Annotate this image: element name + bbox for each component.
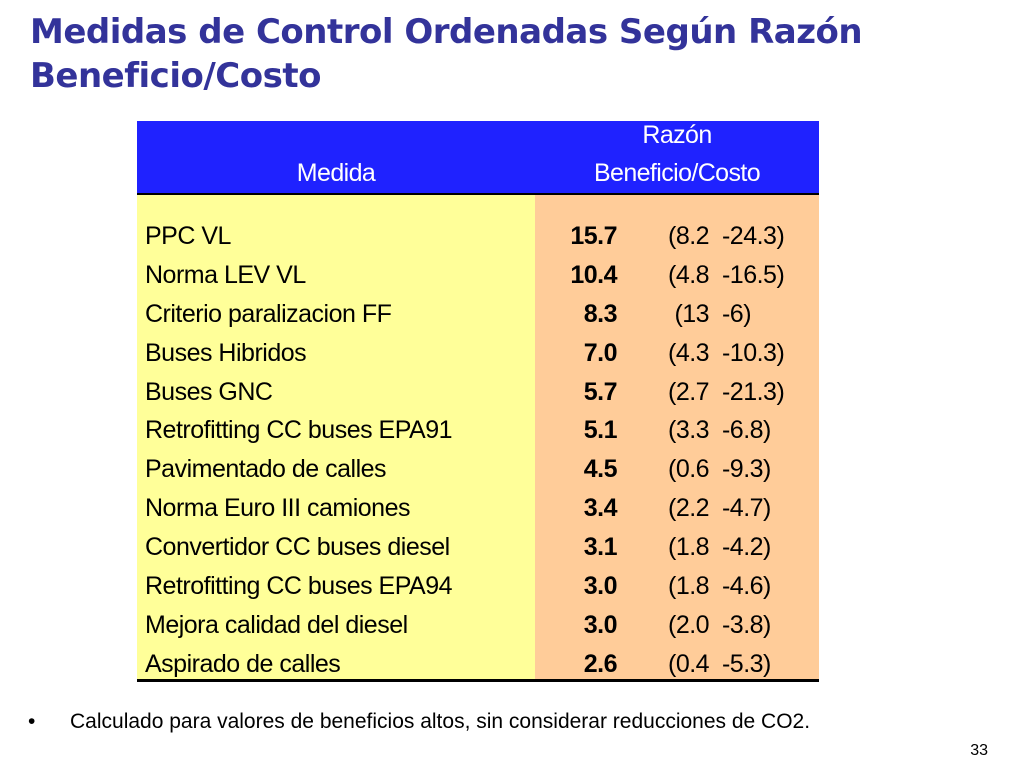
cell-medida: Norma LEV VL xyxy=(145,260,306,289)
table-rows: PPC VL 15.7 (8.2 -24.3) Norma LEV VL 10.… xyxy=(137,217,819,684)
cell-valor: 5.1 xyxy=(583,416,618,445)
cell-valor: 5.7 xyxy=(583,377,618,406)
cell-valor: 7.0 xyxy=(583,338,618,367)
table-row: PPC VL 15.7 (8.2 -24.3) xyxy=(137,217,819,256)
cell-medida: Retrofitting CC buses EPA94 xyxy=(145,572,453,601)
cell-intervalo: (0.6 -9.3) xyxy=(668,455,771,484)
cell-intervalo: (1.8 -4.2) xyxy=(668,533,771,562)
header-medida: Medida xyxy=(296,159,376,187)
cell-valor: 15.7 xyxy=(570,222,617,250)
cell-valor: 4.5 xyxy=(583,455,618,484)
table-row: Norma LEV VL 10.4 (4.8 -16.5) xyxy=(137,256,819,295)
cell-medida: Convertidor CC buses diesel xyxy=(145,533,450,562)
cell-intervalo: (13 -6) xyxy=(668,299,752,328)
cell-medida: Mejora calidad del diesel xyxy=(145,610,408,639)
cell-medida: Buses GNC xyxy=(145,377,273,406)
cell-intervalo: (2.2 -4.7) xyxy=(668,494,771,523)
cell-valor: 2.6 xyxy=(583,649,618,678)
slide-title-line-1: Medidas de Control Ordenadas Según Razón xyxy=(30,12,863,52)
cell-intervalo: (4.8 -16.5) xyxy=(668,260,785,289)
razon-column-bg xyxy=(535,195,819,679)
cell-valor: 8.3 xyxy=(583,299,618,328)
header-razon-line-2: Beneficio/Costo xyxy=(593,159,761,187)
table-row: Buses Hibridos 7.0 (4.3 -10.3) xyxy=(137,334,819,373)
cell-intervalo: (1.8 -4.6) xyxy=(668,572,771,601)
cell-medida: Buses Hibridos xyxy=(145,338,307,367)
cell-medida: Criterio paralizacion FF xyxy=(145,299,392,328)
table-row: Mejora calidad del diesel 3.0 (2.0 -3.8) xyxy=(137,606,819,645)
cell-intervalo: (2.0 -3.8) xyxy=(668,610,771,639)
footnote: • Calculado para valores de beneficios al… xyxy=(28,707,810,737)
table-row: Pavimentado de calles 4.5 (0.6 -9.3) xyxy=(137,450,819,489)
table-row: Retrofitting CC buses EPA94 3.0 (1.8 -4.… xyxy=(137,567,819,606)
table-row: Norma Euro III camiones 3.4 (2.2 -4.7) xyxy=(137,489,819,528)
bullet-icon: • xyxy=(28,710,36,733)
cell-intervalo: (3.3 -6.8) xyxy=(668,416,771,445)
cell-medida: Retrofitting CC buses EPA91 xyxy=(145,416,453,445)
cell-valor: 3.1 xyxy=(583,533,618,562)
cell-valor: 3.0 xyxy=(583,572,618,601)
table-row: Retrofitting CC buses EPA91 5.1 (3.3 -6.… xyxy=(137,411,819,450)
table-body: PPC VL 15.7 (8.2 -24.3) Norma LEV VL 10.… xyxy=(137,195,819,682)
cell-intervalo: (2.7 -21.3) xyxy=(668,377,785,406)
cell-medida: Norma Euro III camiones xyxy=(145,494,411,523)
medida-column-bg xyxy=(137,195,535,679)
cell-intervalo: (4.3 -10.3) xyxy=(668,338,785,367)
slide-title: Medidas de Control Ordenadas Según Razón… xyxy=(30,10,990,98)
cell-intervalo: (8.2 -24.3) xyxy=(668,222,785,250)
cell-medida: PPC VL xyxy=(145,222,231,250)
benefit-cost-table: Medida Razón Beneficio/Costo PPC VL 15.7… xyxy=(137,121,819,682)
header-razon-line-1: Razón xyxy=(642,121,712,149)
cell-medida: Pavimentado de calles xyxy=(145,455,387,484)
table-header: Medida Razón Beneficio/Costo xyxy=(137,121,819,195)
cell-intervalo: (0.4 -5.3) xyxy=(668,649,771,678)
cell-valor: 3.0 xyxy=(583,610,618,639)
cell-valor: 10.4 xyxy=(570,260,617,289)
table-row: Aspirado de calles 2.6 (0.4 -5.3) xyxy=(137,645,819,684)
table-row: Convertidor CC buses diesel 3.1 (1.8 -4.… xyxy=(137,528,819,567)
table-row: Criterio paralizacion FF 8.3 (13 -6) xyxy=(137,295,819,334)
slide-title-line-2: Beneficio/Costo xyxy=(30,56,321,96)
cell-medida: Aspirado de calles xyxy=(145,649,341,678)
page-number: 33 xyxy=(970,742,988,759)
table-row: Buses GNC 5.7 (2.7 -21.3) xyxy=(137,373,819,412)
footnote-text: Calculado para valores de beneficios alt… xyxy=(70,710,811,733)
cell-valor: 3.4 xyxy=(583,494,618,523)
